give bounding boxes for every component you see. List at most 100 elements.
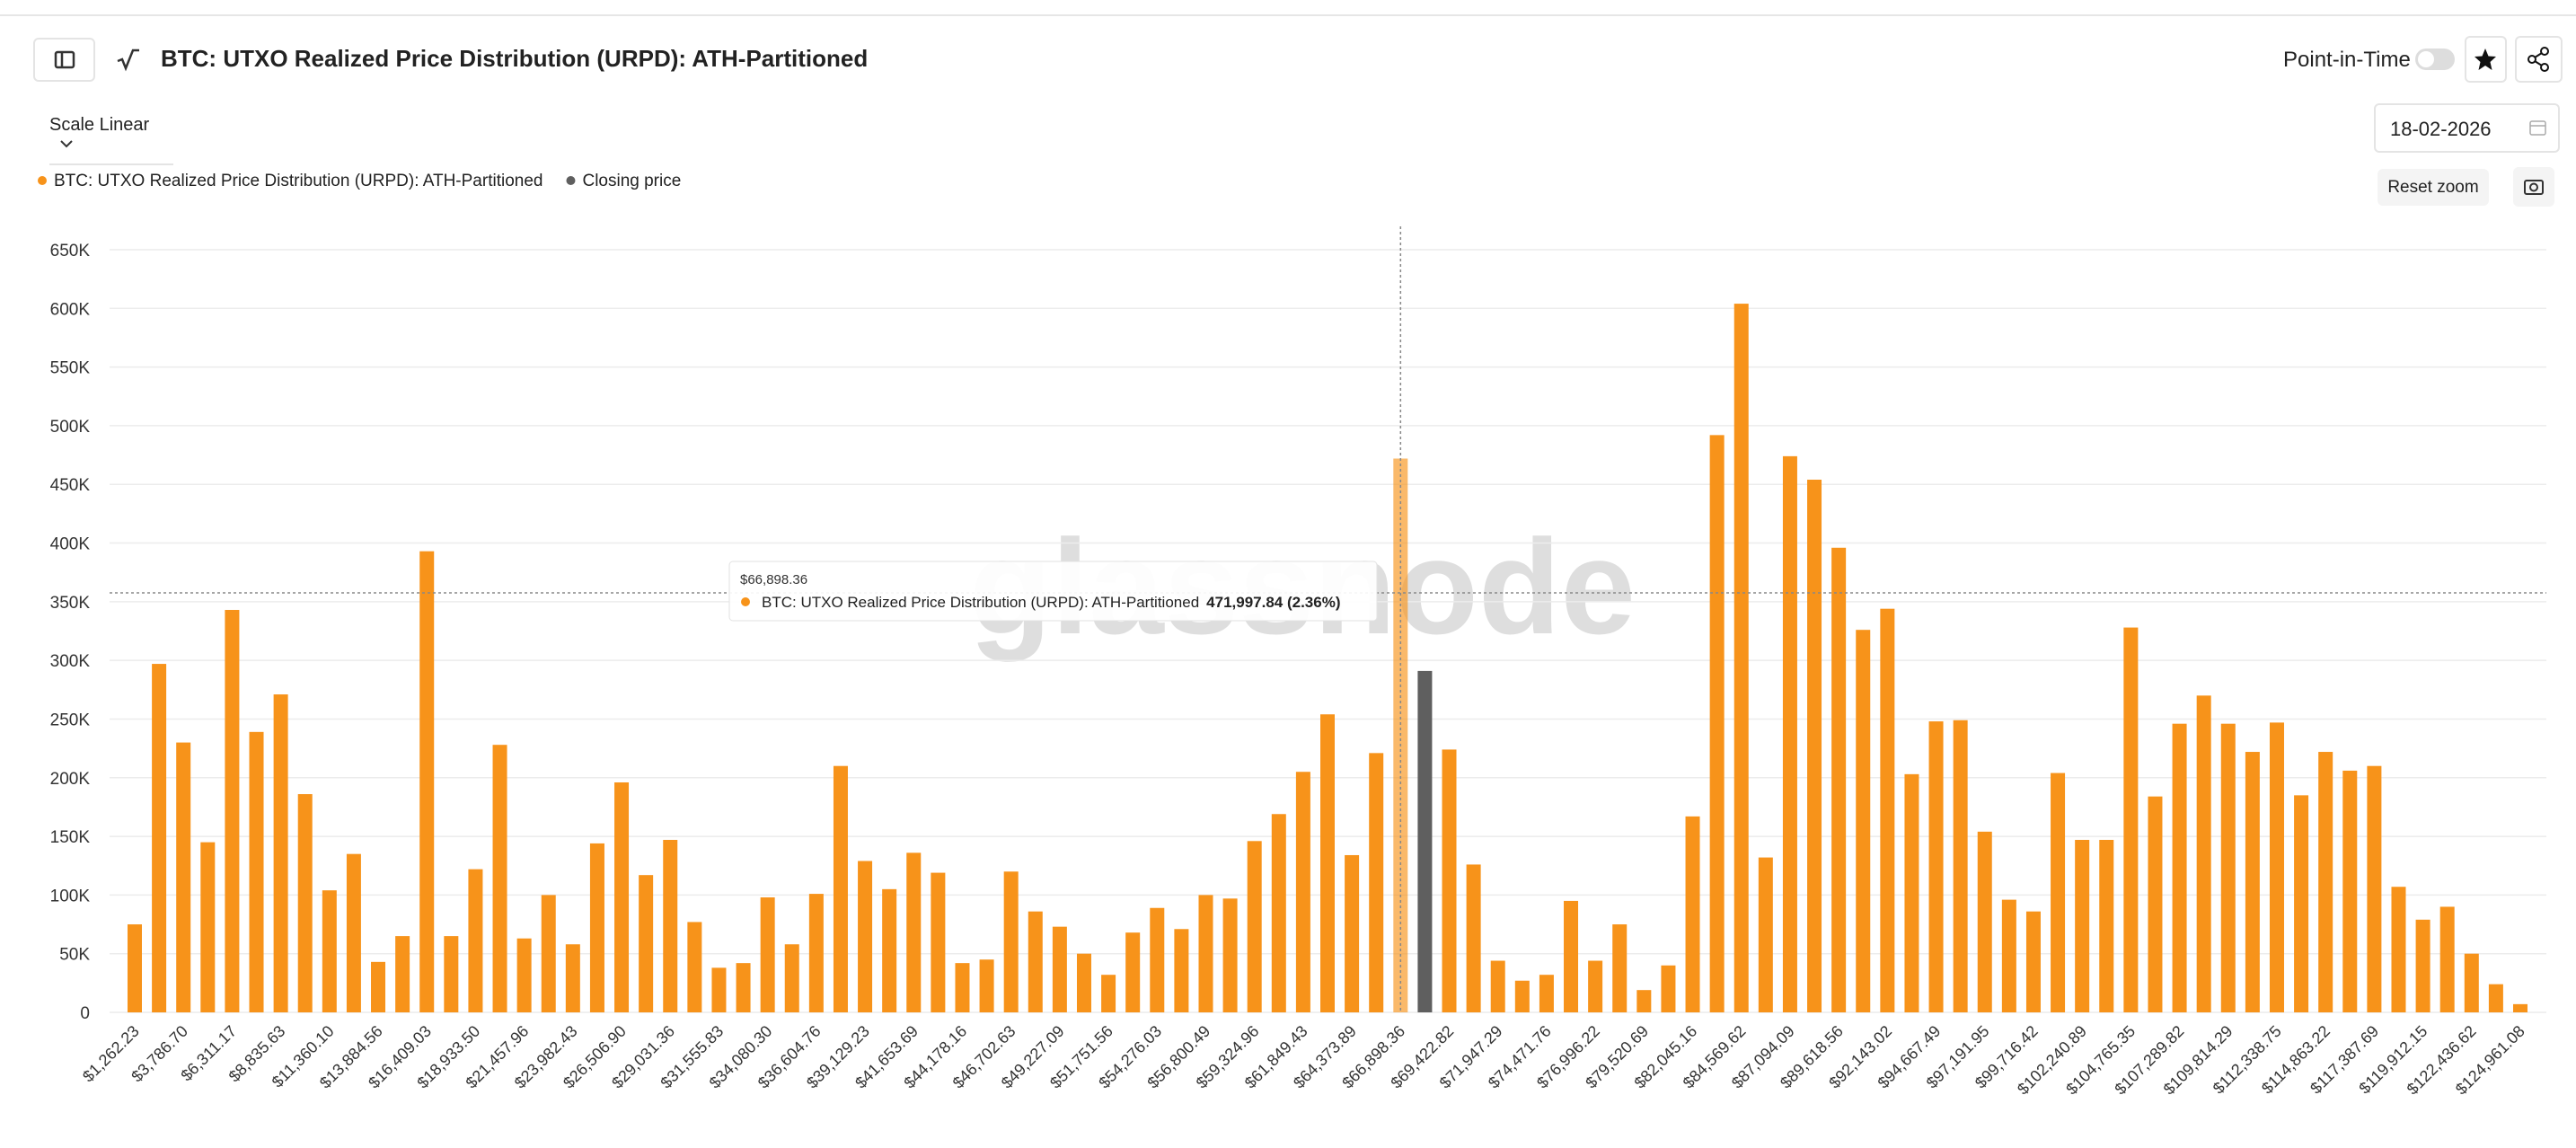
bar (858, 861, 873, 1012)
bar (808, 894, 824, 1012)
bar (2172, 723, 2187, 1012)
bar (419, 551, 435, 1012)
bar (371, 961, 386, 1012)
bar (249, 731, 264, 1012)
y-tick-label: 550K (50, 359, 91, 378)
bar (2415, 919, 2430, 1012)
bar (1442, 749, 1457, 1012)
bar (1539, 975, 1554, 1012)
bar (2391, 887, 2406, 1012)
bar (687, 922, 702, 1012)
bar (663, 839, 678, 1012)
page-title: BTC: UTXO Realized Price Distribution (U… (161, 45, 869, 72)
bar (1514, 980, 1530, 1012)
scale-select[interactable]: Scale Linear (49, 115, 173, 165)
bar (1174, 929, 1189, 1012)
metric-icon (117, 49, 139, 72)
tooltip-category: $66,898.36 (740, 572, 807, 587)
favorite-button[interactable] (2465, 36, 2507, 83)
bar (1953, 720, 1968, 1012)
bar (2294, 795, 2309, 1012)
y-tick-label: 50K (59, 946, 90, 965)
bar (2099, 839, 2114, 1012)
y-tick-label: 450K (50, 476, 91, 495)
bar (1466, 864, 1481, 1012)
bar (2075, 839, 2090, 1012)
y-tick-label: 300K (50, 652, 91, 671)
bar (1880, 608, 1895, 1012)
tooltip-box (728, 561, 1378, 622)
y-tick-label: 400K (50, 535, 91, 554)
bar (1564, 900, 1579, 1012)
bar (225, 609, 240, 1012)
tooltip-dot (741, 597, 750, 606)
legend-label: BTC: UTXO Realized Price Distribution (U… (54, 172, 543, 190)
legend-label: Closing price (582, 172, 681, 190)
bar (979, 959, 994, 1012)
bar (2148, 796, 2163, 1012)
bar (395, 936, 410, 1012)
y-tick-label: 500K (50, 418, 91, 437)
calendar-icon (2529, 120, 2546, 136)
bar (1904, 773, 1919, 1012)
bar (1758, 857, 1773, 1012)
bar (1028, 911, 1043, 1012)
y-tick-label: 350K (50, 594, 91, 613)
scale-label: Scale Linear (49, 115, 150, 135)
bar (784, 944, 799, 1012)
bar (492, 745, 507, 1012)
bar (1295, 772, 1310, 1012)
bar (1052, 926, 1067, 1012)
bar (2220, 723, 2236, 1012)
bar (128, 924, 142, 1012)
bar (1003, 871, 1019, 1012)
y-tick-label: 150K (50, 828, 91, 847)
bar (614, 782, 630, 1012)
bar (541, 895, 556, 1012)
screenshot-button[interactable] (2513, 167, 2554, 207)
bar (176, 742, 191, 1012)
top-border (0, 14, 2576, 16)
bar (931, 872, 946, 1012)
bar (2342, 770, 2358, 1012)
reset-zoom-button[interactable]: Reset zoom (2378, 169, 2489, 206)
bar (2025, 911, 2041, 1012)
bar (200, 842, 216, 1012)
bar (1636, 990, 1652, 1012)
tooltip-value: 471,997.84 (2.36%) (1206, 594, 1340, 611)
bar (2488, 984, 2503, 1012)
bar (346, 853, 361, 1012)
bar (882, 888, 897, 1012)
bar (1831, 547, 1847, 1012)
bar (2464, 953, 2479, 1012)
bar (2318, 752, 2333, 1012)
bar (1125, 932, 1141, 1012)
bar (1247, 841, 1262, 1012)
bar (1369, 753, 1384, 1012)
bar (711, 967, 727, 1012)
bar (1856, 630, 1871, 1012)
y-tick-label: 200K (50, 770, 91, 789)
bar (2196, 695, 2211, 1012)
point-in-time-toggle[interactable] (2415, 49, 2455, 70)
y-tick-label: 0 (80, 1004, 90, 1023)
bar (2269, 722, 2284, 1012)
bar (444, 936, 459, 1012)
bar (1734, 304, 1749, 1012)
tooltip-text: BTC: UTXO Realized Price Distribution (U… (762, 594, 1341, 611)
y-tick-label: 600K (50, 300, 91, 319)
sidebar-toggle[interactable] (33, 38, 95, 82)
tooltip-series: BTC: UTXO Realized Price Distribution (U… (762, 594, 1199, 611)
chevron (60, 140, 73, 148)
bar (589, 843, 604, 1012)
bar (2051, 773, 2066, 1012)
bar (1345, 854, 1360, 1012)
legend-dot (566, 176, 576, 185)
y-tick-label: 650K (50, 242, 91, 261)
bar (297, 794, 313, 1012)
bar (2245, 752, 2260, 1012)
bar (1612, 924, 1628, 1012)
date-input[interactable]: 18-02-2026 (2374, 103, 2560, 153)
share-button[interactable] (2515, 36, 2563, 83)
